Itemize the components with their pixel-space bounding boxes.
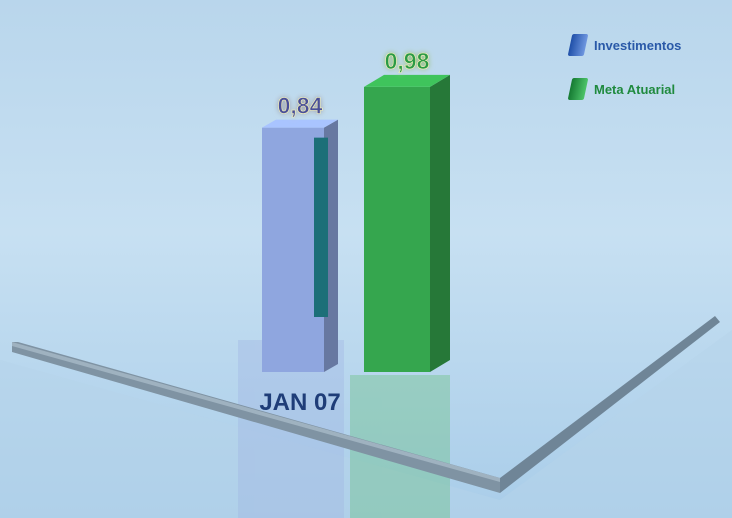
bar-front-investimentos [262, 127, 324, 373]
legend-label-investimentos: Investimentos [594, 37, 682, 53]
bar-side-meta-atuarial [430, 74, 450, 372]
bar-top-meta-atuarial [364, 74, 450, 87]
x-axis-slab-top [12, 342, 500, 482]
bar-meta-atuarial [364, 74, 450, 372]
bar-front-meta-atuarial [364, 86, 430, 372]
legend-label-meta-atuarial: Meta Atuarial [594, 81, 676, 97]
value-label-investimentos: 0,84 [278, 93, 323, 119]
bar-top-investimentos [262, 119, 338, 128]
legend: Investimentos Meta Atuarial [567, 34, 682, 122]
legend-item-meta-atuarial: Meta Atuarial [567, 78, 681, 100]
value-label-meta-atuarial: 0,98 [385, 48, 430, 74]
legend-swatch-investimentos [567, 34, 589, 56]
bar-investimentos [262, 119, 338, 373]
floor-plane [0, 330, 732, 518]
legend-item-investimentos: Investimentos [567, 34, 682, 56]
legend-swatch-meta-atuarial [567, 78, 589, 100]
category-label: JAN 07 [259, 389, 340, 416]
depth-axis-slab [500, 316, 720, 493]
bar-groove-investimentos [314, 137, 328, 317]
